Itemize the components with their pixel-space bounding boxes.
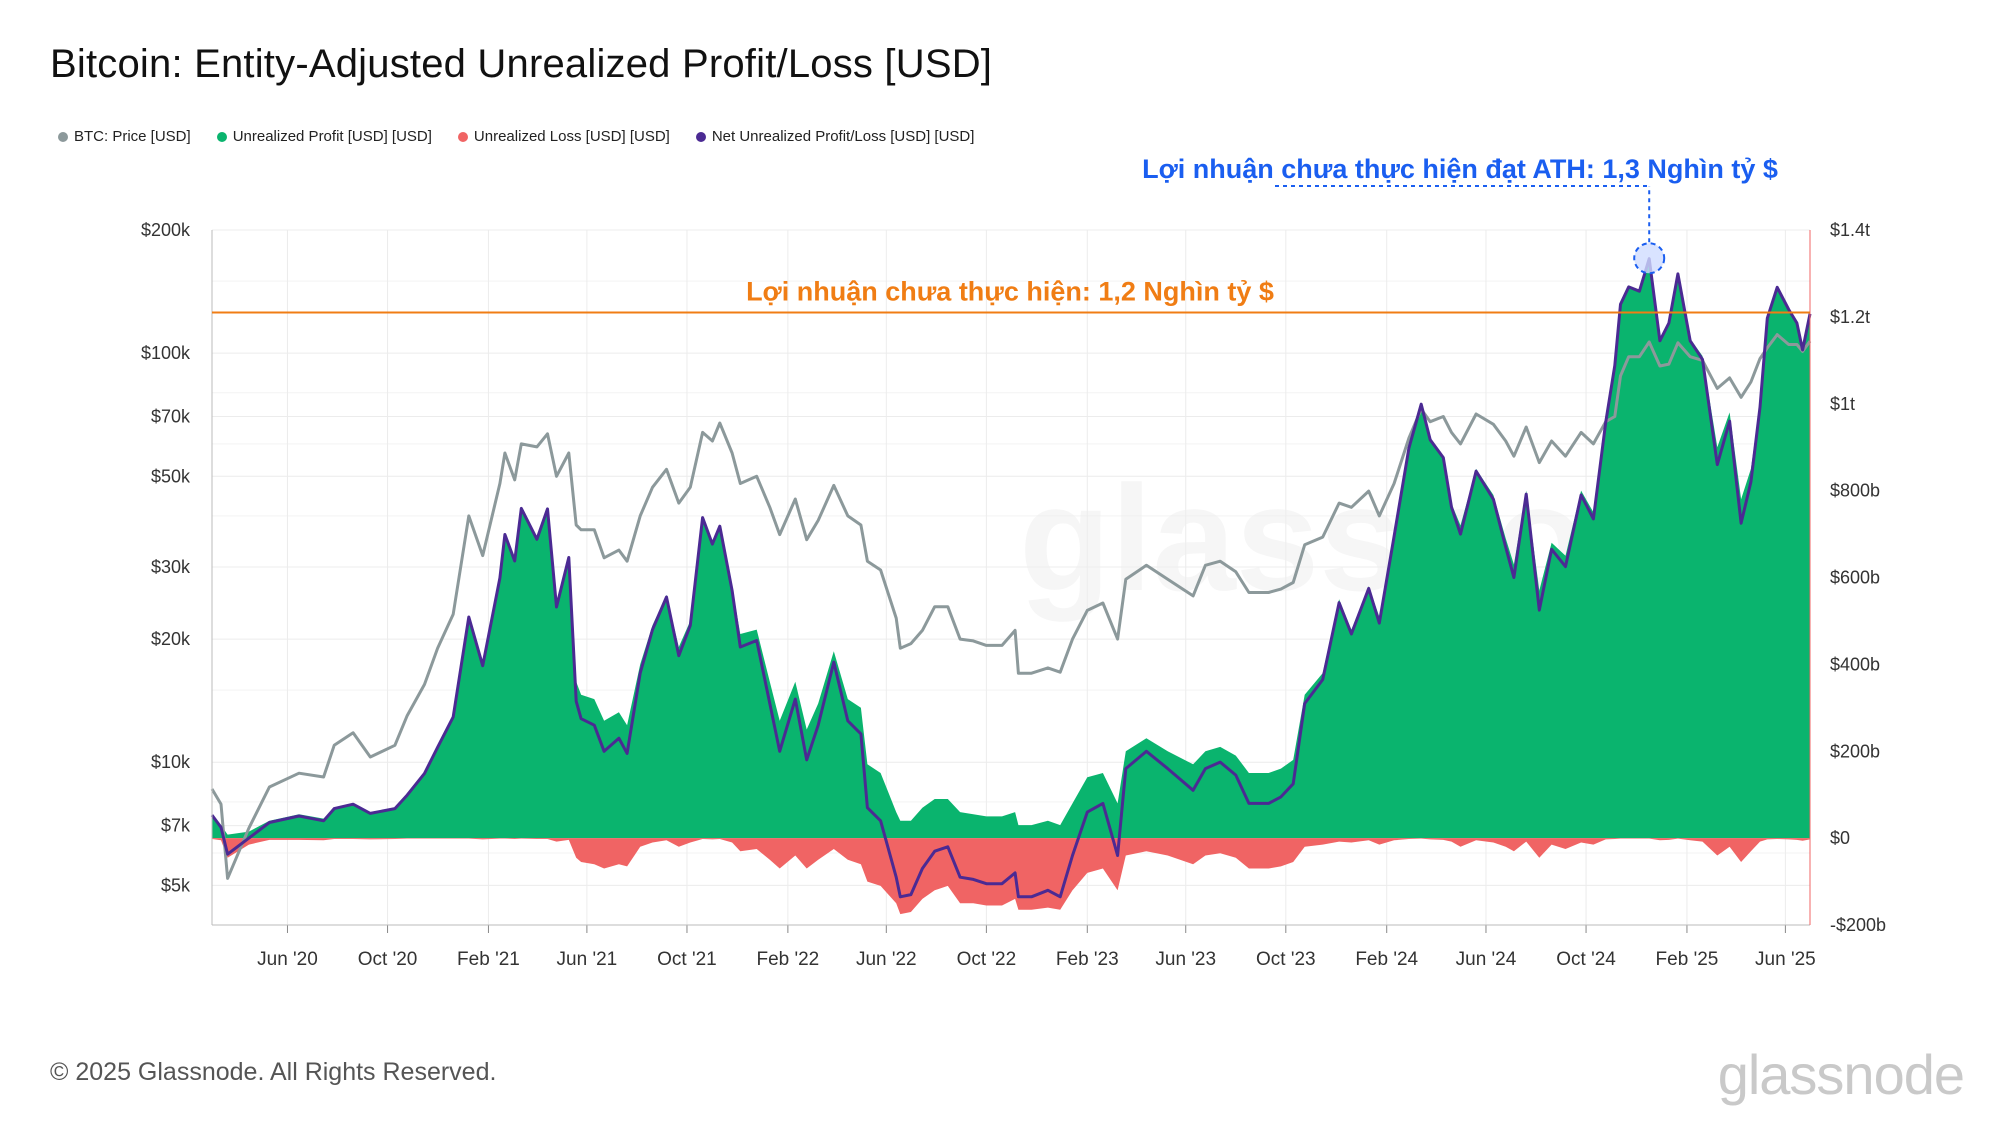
y-right-tick-label: $0	[1830, 828, 1850, 848]
x-tick-label: Jun '25	[1755, 949, 1816, 970]
x-tick-label: Jun '24	[1456, 949, 1517, 970]
chart-title: Bitcoin: Entity-Adjusted Unrealized Prof…	[50, 42, 993, 86]
x-tick-label: Jun '22	[856, 949, 917, 970]
y-left-tick-label: $20k	[151, 629, 191, 649]
y-left-tick-label: $100k	[141, 343, 191, 363]
legend-dot-net	[695, 131, 706, 142]
legend-item-loss[interactable]: Unrealized Loss [USD] [USD]	[457, 128, 670, 145]
y-right-tick-label: $1.2t	[1830, 307, 1870, 327]
x-tick-label: Feb '22	[756, 949, 819, 970]
y-left-tick-label: $5k	[161, 875, 191, 895]
net-unrealized-series	[210, 257, 1812, 899]
legend-item-profit[interactable]: Unrealized Profit [USD] [USD]	[216, 128, 432, 145]
axes-layer: $200k $100k $70k $50k $30k $20k $10k $7k $5k $1.4…	[141, 220, 1886, 970]
y-right-tick-label: $400b	[1830, 654, 1880, 674]
legend-item-net[interactable]: Net Unrealized Profit/Loss [USD] [USD]	[695, 128, 975, 145]
y-right-tick-label: $600b	[1830, 568, 1880, 588]
y-left-tick-label: $50k	[151, 466, 191, 486]
unrealized-profit-series	[212, 258, 1810, 839]
glassnode-logo: glassnode	[1717, 1043, 1965, 1106]
chart-legend: BTC: Price [USD] Unrealized Profit [USD]…	[58, 128, 974, 145]
x-tick-label: Oct '23	[1256, 949, 1316, 970]
x-tick-label: Oct '24	[1556, 949, 1616, 970]
x-tick-label: Oct '22	[957, 949, 1017, 970]
legend-label-net: Net Unrealized Profit/Loss [USD] [USD]	[711, 128, 975, 145]
y-left-tick-label: $200k	[141, 220, 191, 240]
y-left-tick-label: $7k	[161, 816, 191, 836]
x-tick-label: Feb '21	[457, 949, 520, 970]
legend-label-loss: Unrealized Loss [USD] [USD]	[473, 128, 670, 145]
y-right-tick-label: -$200b	[1830, 915, 1886, 935]
y-left-tick-label: $30k	[151, 557, 191, 577]
y-left-tick-label: $10k	[151, 752, 191, 772]
x-tick-label: Oct '21	[657, 949, 717, 970]
legend-item-price[interactable]: BTC: Price [USD]	[58, 128, 191, 145]
legend-label-price: BTC: Price [USD]	[74, 128, 191, 145]
y-right-tick-label: $200b	[1830, 741, 1880, 761]
x-tick-label: Oct '20	[358, 949, 418, 970]
copyright-footer: © 2025 Glassnode. All Rights Reserved.	[50, 1058, 497, 1086]
y-right-tick-label: $1t	[1830, 394, 1855, 414]
x-tick-label: Jun '23	[1155, 949, 1216, 970]
chart-area: glassnode $200k$100k$70k$50k$30k$20k$10k…	[141, 154, 1886, 970]
legend-dot-price	[58, 131, 68, 142]
ath-marker	[1633, 242, 1666, 275]
annotation-layer: Lợi nhuận chưa thực hiện: 1,2 Nghìn tỷ $…	[212, 154, 1810, 314]
legend-dot-profit	[216, 131, 227, 142]
x-tick-label: Feb '24	[1355, 949, 1418, 970]
y-left-tick-label: $70k	[151, 407, 191, 427]
ath-annotation-label: Lợi nhuận chưa thực hiện đạt ATH: 1,3 Ng…	[1142, 154, 1778, 184]
x-tick-label: Jun '20	[257, 949, 318, 970]
x-tick-label: Feb '25	[1656, 949, 1719, 970]
net-unrealized-line	[210, 257, 1812, 899]
x-tick-label: Feb '23	[1056, 949, 1119, 970]
legend-label-profit: Unrealized Profit [USD] [USD]	[232, 128, 432, 145]
y-right-tick-label: $1.4t	[1830, 220, 1870, 240]
legend-dot-loss	[457, 131, 468, 142]
y-right-tick-label: $800b	[1830, 481, 1880, 501]
level-annotation-label: Lợi nhuận chưa thực hiện: 1,2 Nghìn tỷ $	[746, 277, 1274, 307]
x-tick-label: Jun '21	[557, 949, 618, 970]
unrealized-profit-area	[212, 258, 1810, 839]
